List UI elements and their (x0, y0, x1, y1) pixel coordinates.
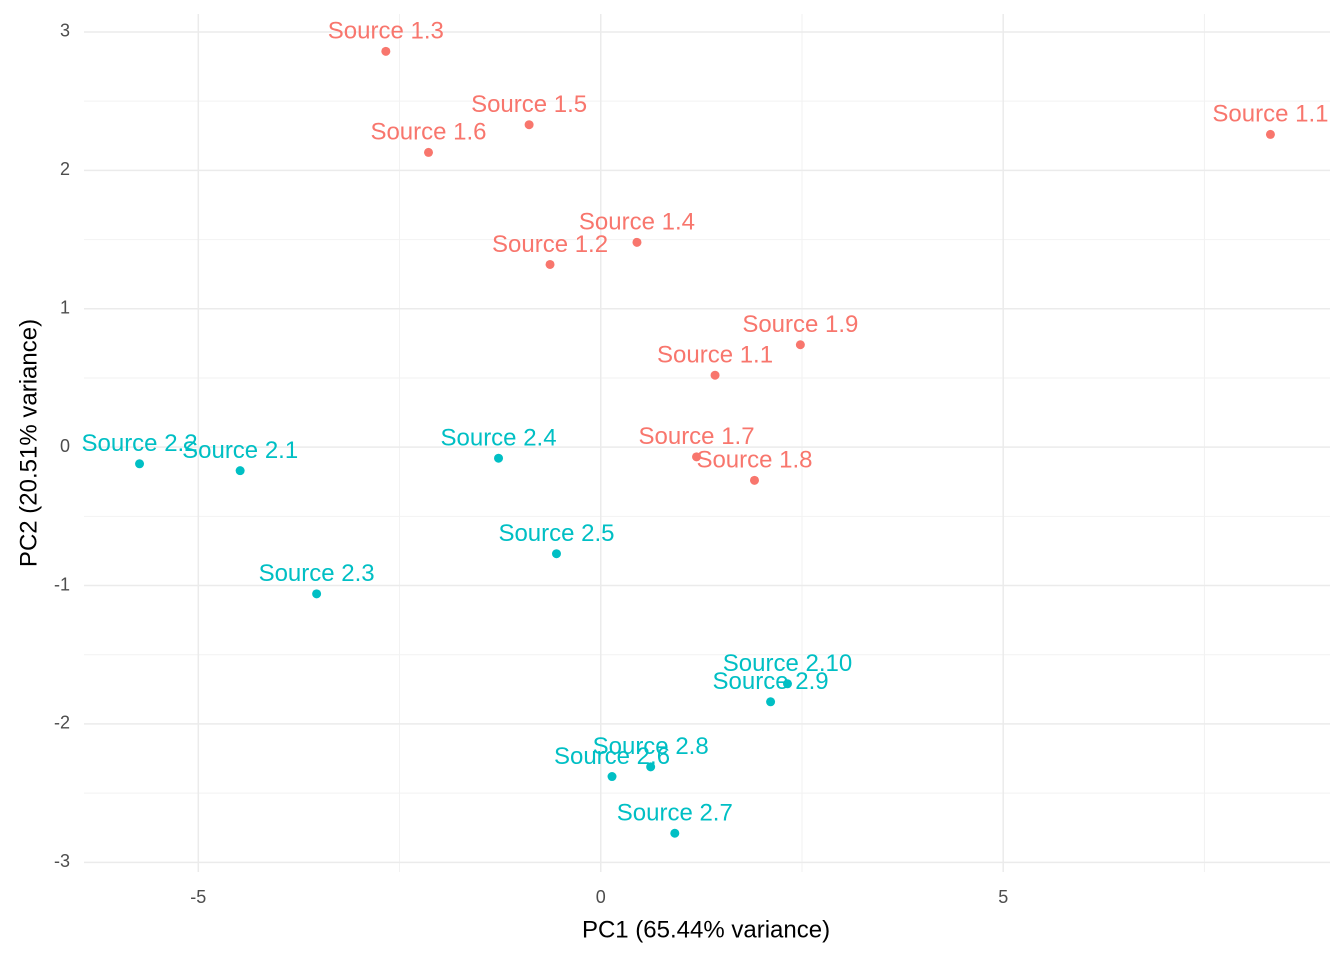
y-tick-label: -2 (54, 713, 70, 733)
point (551, 549, 561, 559)
point (646, 762, 656, 772)
point (782, 679, 792, 689)
point-label: Source 2.7 (617, 800, 733, 827)
point (1265, 129, 1275, 139)
point (795, 340, 805, 350)
y-axis-title: PC2 (20.51% variance) (15, 319, 42, 567)
point-label: Source 2.1 (182, 437, 298, 464)
point-label: Source 1.8 (696, 447, 812, 474)
point-label: Source 1.2 (492, 231, 608, 258)
x-tick-label: -5 (190, 887, 206, 907)
point-label: Source 1.9 (742, 311, 858, 338)
point (710, 370, 720, 380)
point-label: Source 1.5 (471, 91, 587, 118)
point (632, 237, 642, 247)
grid (84, 14, 1330, 872)
point-label: Source 2.4 (440, 425, 556, 452)
point-label: Source 2.10 (723, 650, 852, 677)
x-tick-label: 0 (596, 887, 606, 907)
point-label: Source 2.2 (81, 430, 197, 457)
point (494, 453, 504, 463)
point-label: Source 2.3 (259, 560, 375, 587)
point (381, 46, 391, 56)
point-label: Source 2.5 (498, 520, 614, 547)
y-tick-label: 2 (60, 159, 70, 179)
point (235, 466, 245, 476)
y-tick-label: 3 (60, 21, 70, 41)
point (749, 475, 759, 485)
point-label: Source 2.8 (593, 733, 709, 760)
point-label: Source 1.6 (370, 119, 486, 146)
y-tick-label: 0 (60, 436, 70, 456)
point-label: Source 1.1 (1212, 101, 1328, 128)
point-label: Source 1.4 (579, 209, 695, 236)
point-label: Source 2.9 (713, 668, 829, 695)
point (312, 589, 322, 599)
y-tick-label: 1 (60, 298, 70, 318)
point (545, 259, 555, 269)
point-label: Source 1.1 (657, 342, 773, 369)
y-tick-label: -1 (54, 574, 70, 594)
point (135, 459, 145, 469)
point (524, 120, 534, 130)
x-tick-label: 5 (998, 887, 1008, 907)
point (692, 452, 702, 462)
point-label: Source 1.3 (328, 18, 444, 45)
point (424, 147, 434, 157)
point-label: Source 2.6 (554, 743, 670, 770)
point (607, 772, 617, 782)
x-axis-title: PC1 (65.44% variance) (582, 916, 830, 943)
point (766, 697, 776, 707)
point (670, 828, 680, 838)
point-label: Source 1.7 (638, 423, 754, 450)
y-tick-label: -3 (54, 851, 70, 871)
